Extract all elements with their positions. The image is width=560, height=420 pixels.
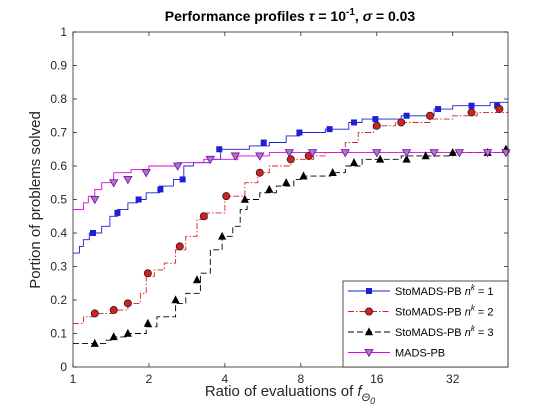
- series-1-marker: [89, 229, 96, 236]
- legend-marker-3: [364, 327, 374, 336]
- series-line-3: [73, 149, 509, 345]
- series-2-marker: [109, 306, 118, 315]
- x-axis-label: Ratio of evaluations of fΘ0: [205, 383, 375, 406]
- series-3-marker: [328, 168, 337, 176]
- series-3-marker: [123, 328, 132, 337]
- series-markers: [89, 102, 511, 347]
- legend-marker-1: [365, 287, 372, 294]
- series-4-marker: [454, 149, 465, 158]
- series-2-marker: [255, 168, 264, 177]
- x-tick-label: 2: [146, 372, 153, 386]
- series-1-marker: [260, 139, 267, 146]
- x-tick-label: 16: [370, 372, 384, 386]
- series-1-marker: [351, 119, 358, 126]
- series-3-marker: [109, 332, 118, 341]
- legend-marker-2: [364, 307, 373, 316]
- series-3-marker: [265, 184, 274, 193]
- y-tick-label: 0.5: [50, 193, 67, 207]
- series-2-marker: [397, 118, 406, 127]
- series-3-marker: [349, 157, 359, 166]
- series-3-marker: [240, 194, 249, 203]
- x-tick-label: 8: [297, 372, 304, 386]
- series-4-marker: [482, 149, 493, 158]
- series-4-marker: [401, 149, 412, 158]
- series-4-marker: [109, 179, 119, 188]
- legend-label-3: StoMADS-PB nk = 3: [395, 324, 493, 339]
- series-3-marker: [282, 178, 291, 187]
- y-tick-label: 0.7: [50, 126, 67, 140]
- series-2-marker: [222, 192, 231, 201]
- series-1-marker: [157, 186, 164, 193]
- series-4-marker: [284, 149, 294, 158]
- series-4-marker: [141, 169, 151, 178]
- series-1-marker: [326, 126, 333, 133]
- series-4-marker: [255, 152, 265, 161]
- series-4-marker: [429, 149, 439, 158]
- series-2-marker: [286, 155, 295, 164]
- axis-ticks: 0 0.1 0.2 0.3 0.4 0.5 0.6 0.7 0.8 0.9 1 1 2 4 8 16 32: [50, 25, 508, 386]
- y-tick-label: 0.8: [50, 92, 67, 106]
- series-4-marker: [307, 149, 318, 158]
- y-tick-label: 0.3: [50, 260, 67, 274]
- series-2-marker: [372, 121, 381, 130]
- series-2-marker: [90, 309, 99, 318]
- legend-marker-4: [364, 349, 374, 358]
- legend-label-4: MADS-PB: [395, 348, 445, 360]
- legend: StoMADS-PB nk = 1 StoMADS-PB nk = 2 StoMAD…: [342, 280, 509, 368]
- y-tick-label: 0.9: [50, 59, 67, 73]
- x-tick-label: 1: [70, 372, 77, 386]
- series-1-marker: [179, 176, 186, 183]
- y-tick-label: 0.6: [50, 159, 67, 173]
- series-3-marker: [171, 295, 180, 304]
- y-axis-label: Portion of problems solved: [27, 111, 44, 289]
- axes-box: [72, 31, 509, 368]
- series-1-marker: [296, 129, 303, 136]
- series-2-marker: [199, 212, 208, 221]
- series-1-marker: [114, 209, 121, 216]
- y-tick-label: 0.4: [50, 226, 67, 240]
- series-3-marker: [90, 338, 99, 347]
- y-tick-label: 0.2: [50, 293, 67, 307]
- legend-label-1: StoMADS-PB nk = 1: [395, 283, 493, 298]
- series-3-marker: [448, 147, 457, 156]
- series-2-marker: [495, 105, 504, 114]
- series-3-marker: [192, 275, 202, 284]
- series-line-2: [73, 109, 509, 324]
- series-3-marker: [218, 231, 227, 240]
- series-2-marker: [143, 269, 152, 278]
- series-3-marker: [421, 151, 430, 160]
- series-4-marker: [372, 149, 382, 158]
- series-1-marker: [435, 106, 442, 113]
- chart-title: Performance profiles τ = 10-1, σ = 0.03: [165, 7, 416, 24]
- series-2-marker: [425, 111, 434, 120]
- series-3-marker: [402, 154, 411, 163]
- y-tick-label: 0: [60, 360, 67, 374]
- series-1-marker: [216, 146, 223, 153]
- series-1-marker: [468, 102, 475, 109]
- series-2-marker: [175, 242, 184, 251]
- series-1-marker: [135, 196, 142, 203]
- series-4-marker: [340, 149, 350, 158]
- series-4-marker: [123, 175, 133, 185]
- series-1-marker: [372, 116, 379, 123]
- x-tick-label: 32: [446, 372, 460, 386]
- y-tick-label: 1: [60, 25, 67, 39]
- series-4-marker: [205, 155, 215, 165]
- y-tick-label: 0.1: [50, 327, 67, 341]
- legend-label-2: StoMADS-PB nk = 2: [395, 304, 493, 319]
- series-4-marker: [173, 162, 183, 171]
- series-4-marker: [230, 152, 241, 161]
- series-1-marker: [403, 112, 410, 119]
- series-2-marker: [123, 299, 132, 308]
- series-3-marker: [143, 318, 152, 327]
- series-4-marker: [90, 196, 100, 205]
- series-3-marker: [299, 171, 308, 180]
- x-tick-label: 4: [222, 372, 229, 386]
- series-line-4: [73, 152, 508, 211]
- series-3-marker: [376, 154, 385, 163]
- series-2-marker: [467, 108, 476, 117]
